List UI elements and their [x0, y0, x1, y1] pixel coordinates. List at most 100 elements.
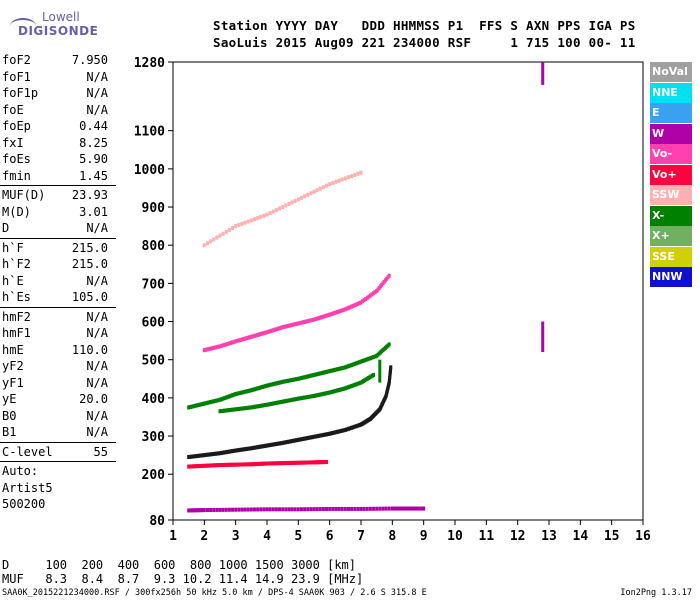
trace-point — [218, 344, 222, 349]
trace-point — [390, 506, 394, 511]
trace-point — [354, 302, 358, 307]
trace-point — [343, 307, 347, 312]
trace-point — [242, 462, 245, 467]
trace-point — [346, 305, 350, 310]
trace-point — [314, 393, 318, 398]
y-tick-label: 900 — [142, 201, 166, 216]
trace-point — [243, 447, 247, 452]
auto-line: Artist5 — [2, 480, 53, 495]
trace-point — [373, 290, 377, 295]
x-tick-label: 6 — [326, 529, 334, 544]
trace-point — [252, 217, 256, 222]
trace-point — [318, 315, 322, 320]
y-tick-label: 1000 — [134, 163, 165, 178]
param-value: 0.44 — [79, 119, 108, 133]
trace-point — [234, 224, 238, 229]
trace-point — [191, 464, 195, 469]
trace-point — [260, 461, 264, 466]
trace-point — [295, 396, 299, 401]
trace-point — [252, 333, 256, 338]
trace-point — [213, 345, 217, 350]
trace-point — [270, 382, 274, 387]
trace-point — [249, 462, 253, 467]
trace-point — [309, 373, 313, 378]
trace-point — [187, 464, 191, 469]
trace-point — [204, 463, 208, 468]
trace-point — [235, 391, 239, 396]
trace-point — [362, 358, 366, 363]
legend-entry: SSW — [650, 185, 692, 205]
param-row: foEp 0.44 — [0, 118, 116, 135]
trace-point — [198, 508, 202, 513]
trace-point — [284, 399, 288, 404]
param-key: fmin — [2, 168, 31, 183]
trace-point — [365, 506, 369, 511]
trace-point — [331, 389, 335, 394]
trace-point — [254, 445, 258, 450]
param-value: N/A — [86, 375, 108, 390]
trace-point — [268, 382, 272, 387]
trace-point — [292, 460, 296, 465]
trace-point — [248, 462, 252, 467]
trace-point — [276, 441, 280, 446]
trace-point — [271, 507, 275, 512]
header-line2: SaoLuis 2015 Aug09 221 234000 RSF 1 715 … — [213, 35, 636, 50]
trace-point — [210, 452, 214, 457]
trace-point — [298, 396, 302, 401]
trace-point — [260, 403, 264, 408]
trace-point — [337, 506, 341, 511]
trace-point — [273, 327, 277, 332]
trace-point — [315, 188, 319, 193]
trace-point — [260, 444, 264, 449]
trace-point — [243, 336, 247, 341]
trace-point — [210, 346, 214, 351]
trace-point — [238, 338, 242, 343]
trace-point — [334, 388, 338, 393]
param-row: MUF(D) 23.93 — [0, 187, 116, 204]
trace-point — [220, 450, 224, 455]
trace-point — [238, 462, 242, 467]
trace-point — [198, 464, 202, 469]
trace-point — [243, 389, 247, 394]
legend-entry: E — [650, 103, 692, 123]
x-tick-label: 15 — [604, 529, 620, 544]
trace-point — [245, 405, 249, 410]
trace-point — [262, 384, 266, 389]
param-key: hmF2 — [2, 309, 31, 324]
trace-point — [310, 394, 314, 399]
trace-bars — [378, 62, 545, 383]
trace-point — [259, 444, 263, 449]
legend-entry: Vo+ — [650, 164, 692, 185]
trace-point — [204, 452, 208, 457]
trace-point — [234, 407, 238, 412]
trace-point — [354, 382, 358, 387]
trace-point — [281, 507, 285, 512]
trace-point — [301, 320, 305, 325]
trace-point — [318, 392, 322, 397]
trace-point — [187, 455, 191, 460]
param-value: N/A — [86, 273, 108, 288]
trace-point — [368, 293, 372, 298]
param-row: foF1 N/A — [0, 69, 116, 86]
param-key: B1 — [2, 425, 17, 439]
trace-point — [273, 442, 277, 447]
param-key: hmF1 — [2, 326, 31, 340]
trace-point — [307, 374, 311, 379]
trace-point — [232, 448, 236, 453]
distance-row: D 100 200 400 600 800 1000 1500 3000 [km… — [2, 558, 357, 572]
trace-point — [237, 462, 241, 467]
trace-point — [212, 451, 216, 456]
trace-point — [354, 424, 358, 429]
param-value: 3.01 — [79, 204, 108, 219]
trace-point — [199, 402, 203, 407]
trace-point — [351, 303, 355, 308]
trace-point — [231, 340, 235, 345]
trace-point — [191, 508, 195, 513]
trace-point — [282, 461, 286, 466]
trace-point — [348, 305, 352, 310]
param-row: foF1p N/A — [0, 85, 116, 102]
trace-point — [340, 366, 344, 371]
trace-point — [268, 461, 272, 466]
trace-point — [332, 389, 336, 394]
polarization-legend: NoVal NNE E W Vo- Vo+ SSW X- X+ SSE NNW — [650, 62, 692, 288]
